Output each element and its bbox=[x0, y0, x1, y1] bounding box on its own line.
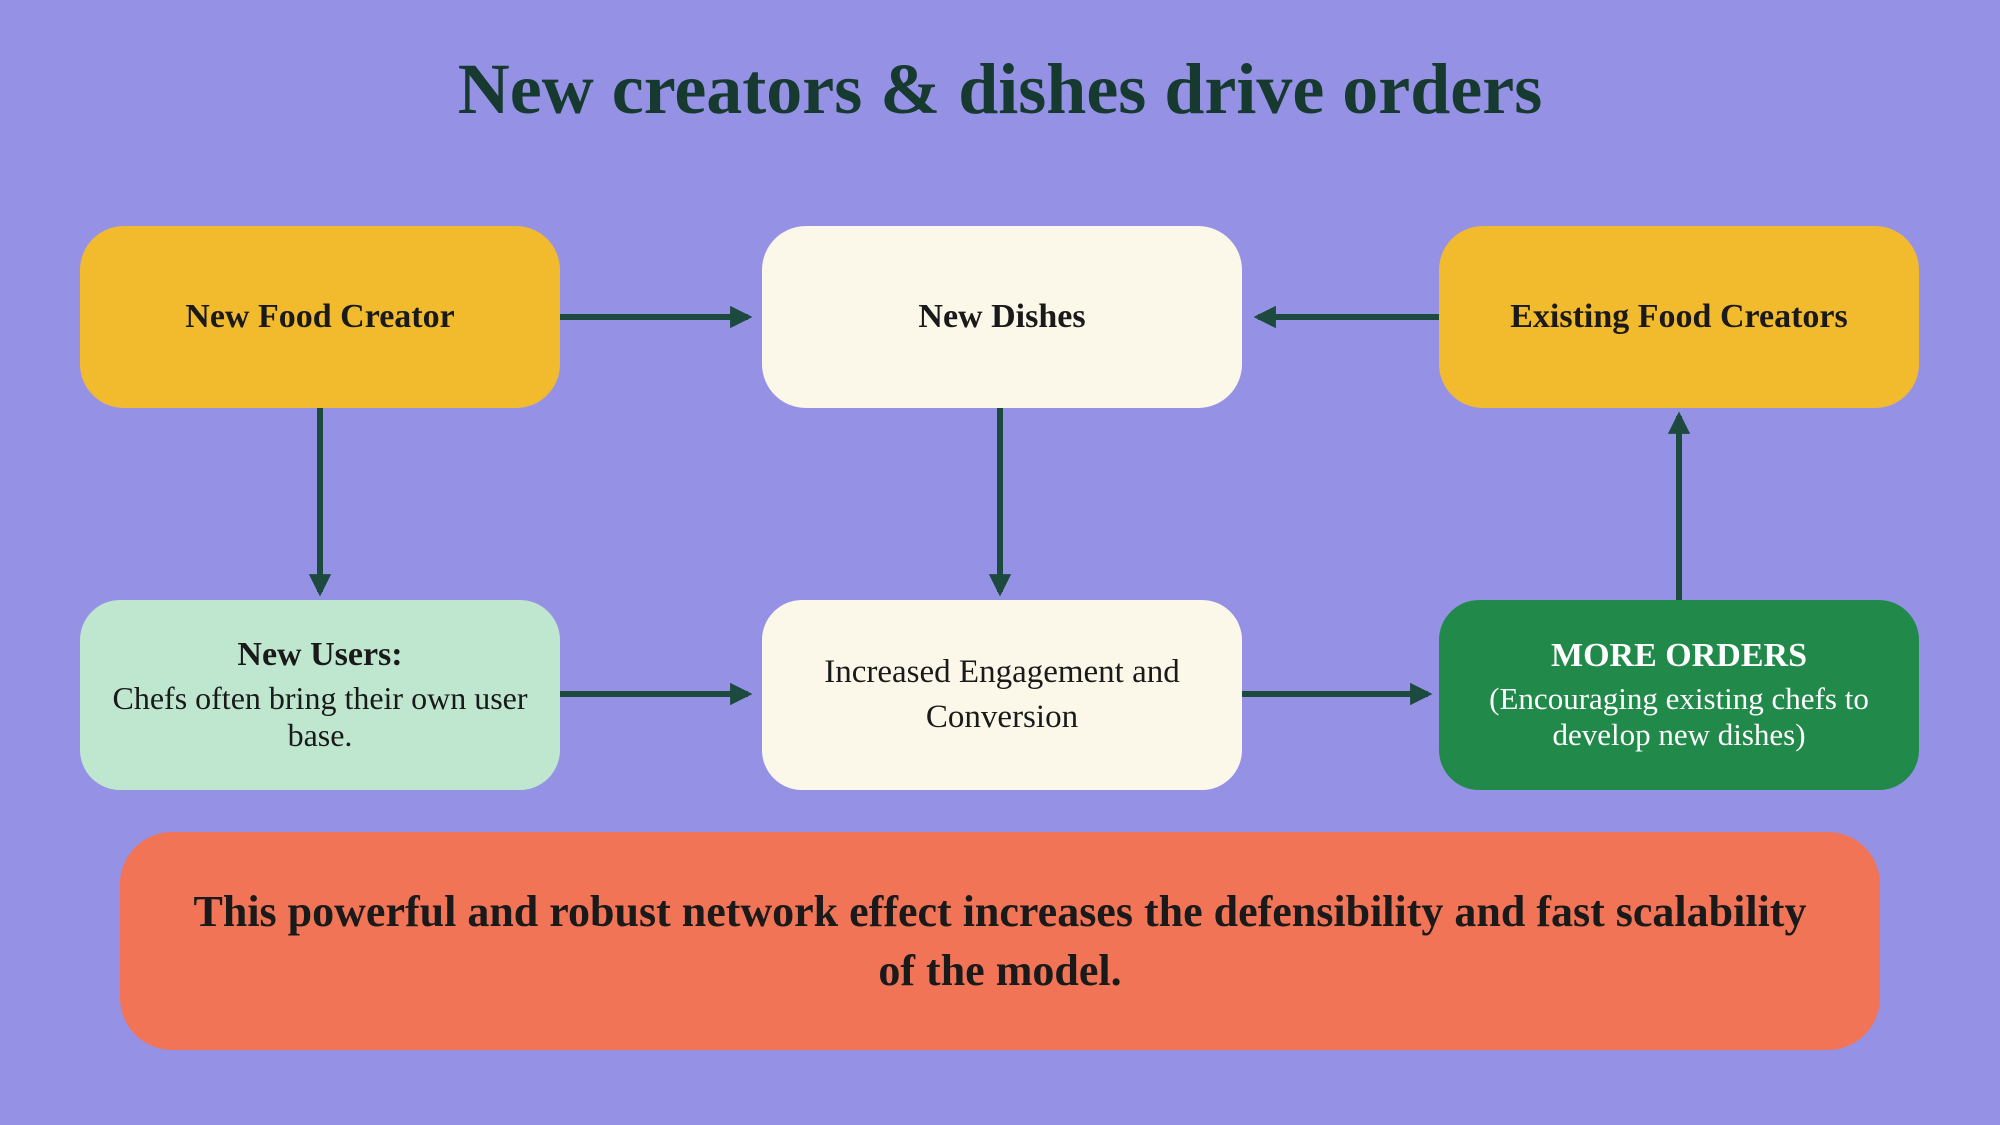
node-existing-food-creators: Existing Food Creators bbox=[1439, 226, 1919, 408]
node-subtitle: (Encouraging existing chefs to develop n… bbox=[1469, 681, 1889, 753]
node-new-users: New Users: Chefs often bring their own u… bbox=[80, 600, 560, 790]
slide-title: New creators & dishes drive orders bbox=[0, 48, 2000, 131]
diagram-canvas: New creators & dishes drive orders New F… bbox=[0, 0, 2000, 1125]
node-title: MORE ORDERS bbox=[1551, 637, 1807, 675]
node-subtitle: Chefs often bring their own user base. bbox=[110, 680, 530, 754]
banner-text: This powerful and robust network effect … bbox=[180, 882, 1820, 1001]
node-title: New Users: bbox=[237, 636, 402, 674]
node-new-dishes: New Dishes bbox=[762, 226, 1242, 408]
node-more-orders: MORE ORDERS (Encouraging existing chefs … bbox=[1439, 600, 1919, 790]
node-label: Increased Engagement and Conversion bbox=[792, 650, 1212, 739]
summary-banner: This powerful and robust network effect … bbox=[120, 832, 1880, 1050]
node-new-food-creator: New Food Creator bbox=[80, 226, 560, 408]
slide-title-text: New creators & dishes drive orders bbox=[458, 49, 1542, 129]
node-engagement: Increased Engagement and Conversion bbox=[762, 600, 1242, 790]
node-label: Existing Food Creators bbox=[1510, 298, 1847, 336]
node-label: New Dishes bbox=[918, 298, 1085, 336]
node-label: New Food Creator bbox=[185, 298, 454, 336]
